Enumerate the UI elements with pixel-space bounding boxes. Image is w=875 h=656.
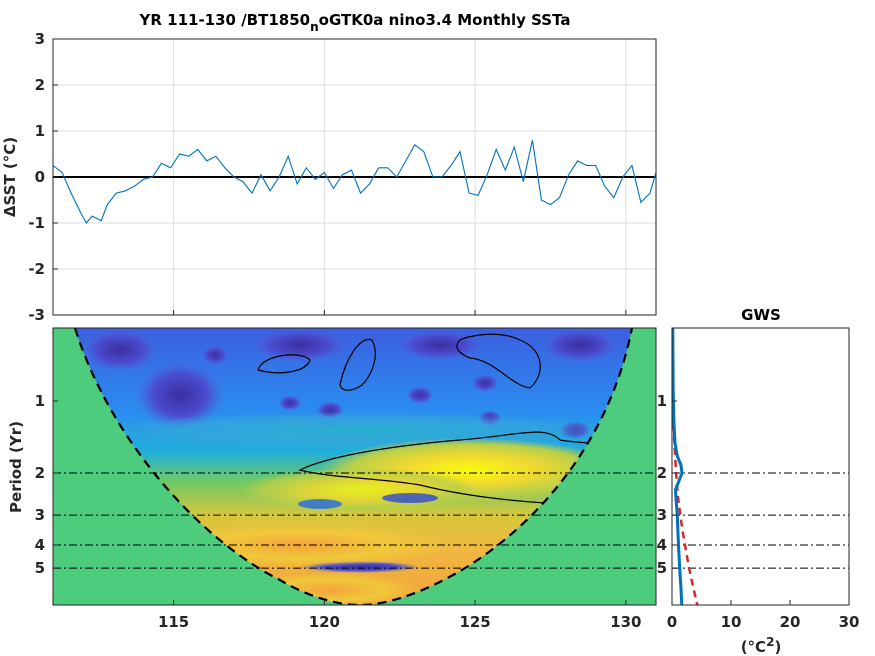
timeseries-ytick-label: -3	[28, 306, 45, 324]
wavelet-ticks: 115 120 125 130 1 2 3 4 5	[35, 392, 642, 631]
ssta-series-line	[53, 140, 656, 224]
low-power-region	[395, 329, 485, 361]
wavelet-ytick-label: 1	[35, 392, 45, 410]
significance-contour	[456, 333, 541, 389]
low-power-region	[382, 493, 438, 503]
gws-xtick-label: 30	[839, 613, 860, 631]
low-power-region	[250, 328, 350, 363]
wavelet-xtick-label: 125	[459, 613, 490, 631]
gws-xlabel: (°C2)	[741, 635, 782, 656]
wavelet-xtick-label: 130	[610, 613, 641, 631]
wavelet-ytick-label: 3	[35, 506, 45, 524]
gws-xtick-label: 0	[667, 613, 677, 631]
cone-of-influence-line	[73, 328, 634, 605]
wavelet-ytick-label: 4	[35, 536, 45, 554]
gws-frame	[671, 327, 850, 606]
gws-ytick-label: 2	[657, 464, 667, 482]
timeseries-ytick-label: 1	[35, 122, 45, 140]
low-power-region	[406, 386, 434, 404]
wavelet-frame	[52, 327, 657, 606]
gws-ytick-label: 4	[657, 536, 667, 554]
wavelet-xtick-label: 115	[158, 613, 189, 631]
timeseries-ylabel: ΔSST (°C)	[1, 137, 19, 217]
significance-contour	[339, 338, 376, 391]
gws-ytick-label: 5	[657, 559, 667, 577]
gws-ytick-label: 3	[657, 506, 667, 524]
timeseries-ytick-label: -1	[28, 214, 45, 232]
wavelet-ytick-label: 2	[35, 464, 45, 482]
gws-plot-area	[672, 328, 849, 605]
gws-ticks: 0 10 20 30 1 2 3 4 5	[657, 392, 860, 631]
timeseries-ytick-label: 2	[35, 76, 45, 94]
significance-contour	[257, 354, 311, 374]
wavelet-xtick-label: 120	[309, 613, 340, 631]
cone-of-influence-left	[53, 328, 355, 605]
low-power-region	[80, 328, 160, 372]
low-power-region	[135, 360, 225, 430]
reference-period-lines	[53, 472, 656, 569]
gws-spectrum-line	[672, 328, 684, 605]
gws-xtick-label: 10	[721, 613, 742, 631]
gws-reference-lines	[672, 472, 849, 569]
low-power-region	[201, 345, 229, 365]
timeseries-ytick-label: 3	[35, 30, 45, 48]
cone-of-influence-right	[365, 328, 656, 605]
gws-title: GWS	[741, 306, 781, 324]
gws-xtick-label: 20	[780, 613, 801, 631]
low-power-region	[471, 374, 499, 392]
low-power-region	[540, 328, 620, 363]
wavelet-ylabel: Period (Yr)	[7, 421, 25, 513]
timeseries-ytick-label: 0	[35, 168, 45, 186]
timeseries-panel: -3 -2 -1 0 1 2 3 ΔSST (°C)	[1, 30, 657, 324]
low-power-region	[278, 395, 302, 411]
wavelet-ytick-label: 5	[35, 559, 45, 577]
low-power-region	[298, 499, 342, 509]
timeseries-ytick-label: -2	[28, 260, 45, 278]
chart-title: YR 111-130 /BT1850noGTK0a nino3.4 Monthl…	[139, 11, 571, 34]
gws-ytick-label: 1	[657, 392, 667, 410]
timeseries-ticks: -3 -2 -1 0 1 2 3	[28, 30, 627, 324]
wavelet-panel: 115 120 125 130 1 2 3 4 5 Period (Yr)	[7, 327, 657, 631]
gws-panel: GWS 0 10 20 30 1 2 3 4 5 (°C2)	[657, 306, 860, 656]
